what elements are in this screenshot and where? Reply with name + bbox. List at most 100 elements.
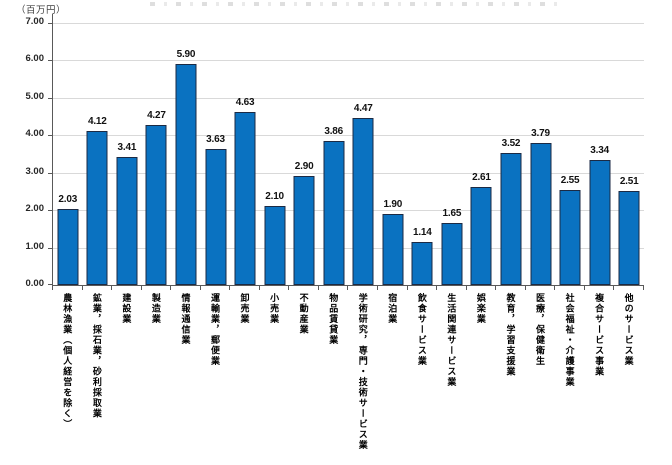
x-axis-tick-cell: [436, 286, 466, 290]
bar-slot: 2.55: [555, 23, 585, 285]
x-axis-tick-cell: [258, 286, 289, 290]
bar-slot: 3.52: [496, 23, 526, 285]
bar-value-label: 4.27: [147, 110, 166, 122]
plot-area: 2.03 4.12 3.41 4.27 5.90 3.63 4.63 2.10 2.90 3.86…: [48, 14, 644, 286]
bar-value-label: 2.03: [58, 194, 78, 206]
x-axis-category-label: 鉱業，採石業，砂利採取業: [91, 293, 102, 419]
x-axis-tick-cell: [495, 286, 525, 290]
bar-slot: 2.03: [53, 23, 83, 285]
bar-value-label: 2.55: [560, 174, 580, 186]
bar-value-label: 3.63: [206, 134, 225, 146]
x-axis-tick-cell: [524, 286, 555, 290]
x-axis-category-label: 生活関連サービス業: [446, 293, 457, 388]
x-axis-tick-cell: [81, 286, 112, 290]
bar-value-label: 4.47: [353, 102, 373, 114]
bar-slot: 3.79: [526, 23, 556, 285]
bar: [352, 117, 374, 285]
y-axis-tick-mark: [48, 247, 52, 249]
bar-value-label: 1.90: [383, 198, 403, 210]
x-axis-tick-cell: [613, 286, 643, 290]
x-axis-tick-cell: [52, 286, 82, 290]
x-axis-category-label: 複合サービス事業: [594, 293, 605, 377]
x-axis-category-label: 農林漁業（個人経営を除く）: [62, 293, 73, 430]
x-axis-category-label: 小売業: [269, 293, 280, 325]
bar-slot: 3.86: [319, 23, 349, 285]
x-label-cell: 運輸業，郵便業: [200, 293, 230, 463]
gridline: [53, 172, 644, 174]
x-label-cell: 製造業: [141, 293, 171, 463]
y-axis-tick-labels: 0.00 1.00 2.00 3.00 4.00 5.00 6.00 7.00: [0, 17, 45, 289]
x-label-cell: 飲食サービス業: [407, 293, 437, 463]
bar: [411, 242, 433, 285]
y-axis-tick-mark: [48, 135, 52, 137]
x-label-cell: 生活関連サービス業: [436, 293, 466, 463]
bar: [293, 176, 315, 285]
x-axis-tick-cell: [347, 286, 377, 290]
x-axis-category-label: 宿泊業: [387, 293, 398, 325]
bar-slot: 1.14: [408, 23, 438, 285]
gridline: [53, 23, 644, 24]
gridline: [53, 97, 644, 99]
x-axis-tick-cell: [199, 286, 230, 290]
x-axis-category-label: 学術研究，専門・技術サービス業: [357, 293, 368, 451]
bar: [175, 64, 197, 285]
x-axis-tick-cell: [288, 286, 318, 290]
bar: [264, 206, 286, 285]
x-axis-category-label: 運輸業，郵便業: [210, 293, 220, 367]
x-axis-category-label: 物品賃貸業: [328, 293, 339, 346]
x-axis-tick-cell: [377, 286, 407, 290]
x-axis-ticks: [52, 286, 644, 290]
y-axis-tick-label: 5.00: [25, 90, 45, 102]
x-axis-category-label: 卸売業: [239, 293, 250, 325]
bar: [145, 125, 167, 285]
bar: [382, 213, 404, 285]
x-axis-tick-cell: [317, 286, 348, 290]
x-axis-tick-cell: [583, 286, 614, 290]
x-label-cell: 不動産業: [288, 293, 318, 463]
x-axis-category-label: 飲食サービス業: [416, 293, 427, 367]
bar: [589, 160, 611, 285]
x-axis-tick-cell: [140, 286, 171, 290]
x-axis-category-label: 娯楽業: [475, 293, 486, 325]
bar: [530, 143, 552, 285]
x-axis-tick-cell: [111, 286, 141, 290]
gridline: [53, 135, 644, 137]
bar-value-label: 3.34: [590, 145, 609, 156]
x-label-cell: 複合サービス事業: [584, 293, 614, 463]
bar-value-label: 2.90: [294, 161, 314, 173]
y-axis-tick-mark: [48, 210, 52, 212]
bar-slot: 2.51: [614, 23, 644, 285]
bar-slot: 1.90: [378, 23, 408, 285]
y-axis-tick-label: 7.00: [25, 16, 45, 27]
x-axis-tick-cell: [406, 286, 437, 290]
bar-value-label: 1.14: [412, 227, 432, 239]
x-label-cell: 情報通信業: [170, 293, 200, 463]
x-axis-category-label: 情報通信業: [180, 293, 191, 346]
y-axis-tick-mark: [48, 97, 52, 99]
bar: [57, 209, 79, 285]
y-axis-tick-label: 3.00: [25, 165, 45, 177]
x-axis-category-label: 社会福祉・介護事業: [564, 293, 575, 388]
x-label-cell: 卸売業: [229, 293, 259, 463]
x-label-cell: 社会福祉・介護事業: [554, 293, 584, 463]
bar-value-label: 4.12: [87, 115, 107, 127]
bar: [234, 111, 256, 285]
x-label-cell: 他のサービス業: [613, 293, 643, 463]
x-axis-category-label: 製造業: [150, 293, 161, 325]
bar-value-label: 4.63: [235, 96, 255, 108]
bar: [500, 153, 522, 285]
bar-slot: 3.63: [201, 23, 231, 285]
gridline: [53, 210, 644, 212]
x-axis-category-label: 教育，学習支援業: [505, 293, 516, 377]
x-label-cell: 宿泊業: [377, 293, 407, 463]
bar-value-label: 2.51: [619, 176, 639, 188]
y-axis-tick-mark: [48, 60, 52, 62]
bar-slot: 2.61: [467, 23, 497, 285]
gridline: [53, 60, 644, 62]
x-label-cell: 学術研究，専門・技術サービス業: [347, 293, 377, 463]
bar-slot: 4.27: [142, 23, 172, 285]
bar-value-label: 1.65: [442, 208, 462, 220]
cropped-title-fragments: [150, 2, 562, 6]
x-axis-category-label: 他のサービス業: [623, 293, 634, 367]
